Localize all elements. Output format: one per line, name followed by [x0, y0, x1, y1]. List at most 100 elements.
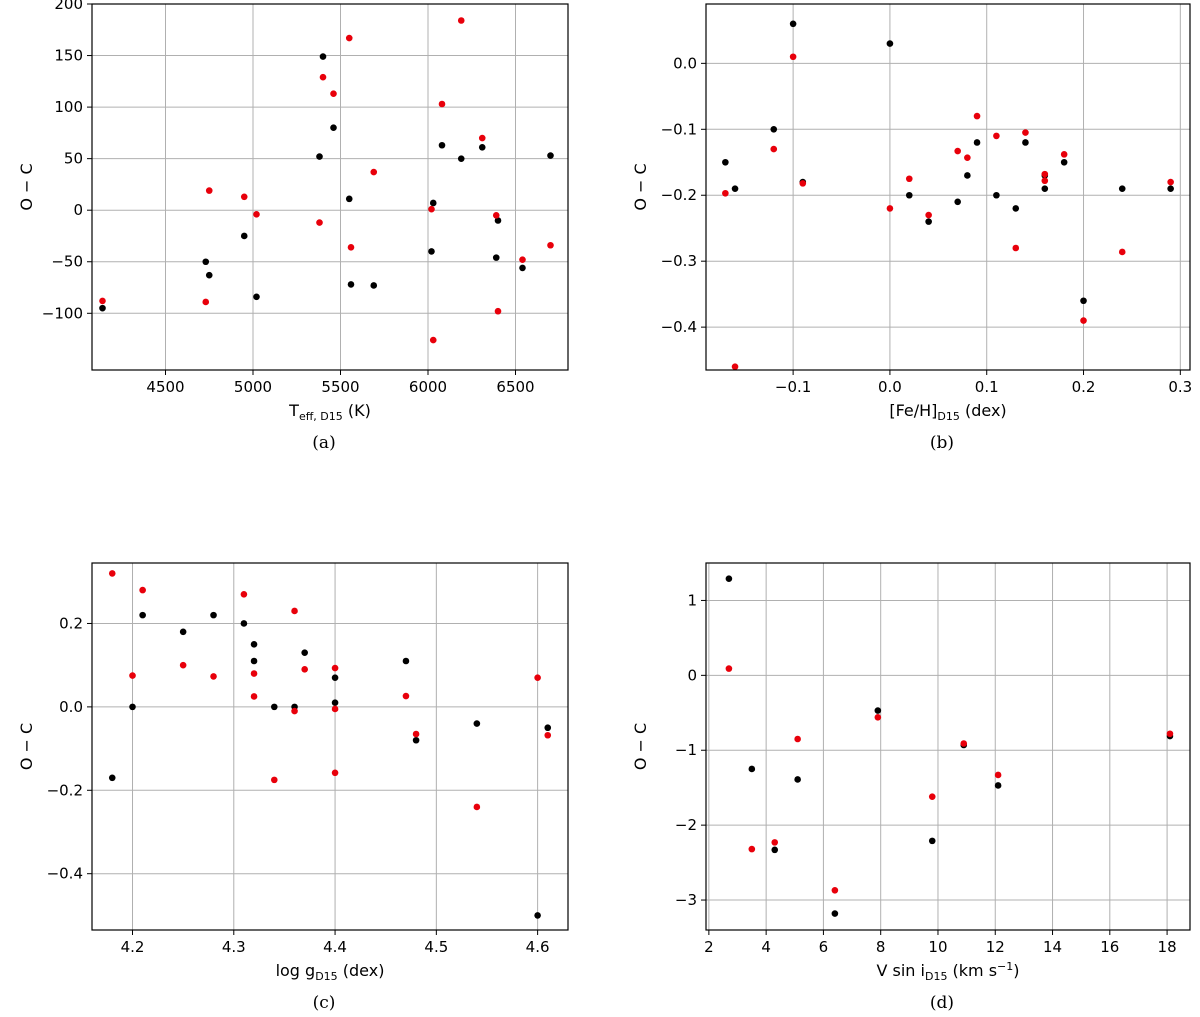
black-data-point [494, 217, 502, 224]
red-data-point [270, 776, 278, 784]
black-data-point [874, 707, 882, 714]
red-data-point [1060, 151, 1068, 158]
black-data-point [250, 641, 258, 648]
red-data-point [905, 175, 913, 183]
red-data-point [1041, 170, 1049, 178]
x-tick-label: 0.3 [1168, 378, 1192, 396]
x-tick-label: 4 [761, 938, 771, 956]
black-data-point [1022, 139, 1029, 146]
y-tick-label: 0.0 [59, 698, 83, 716]
black-data-point [478, 144, 486, 151]
x-axis-label-base: T [288, 401, 299, 420]
black-data-point [831, 910, 839, 917]
red-data-point [1167, 178, 1174, 186]
y-tick-label: 200 [54, 0, 83, 13]
black-data-point [429, 199, 437, 207]
x-tick-label: 14 [1043, 938, 1062, 956]
red-data-point [725, 665, 733, 672]
y-axis-label: O − C [631, 723, 650, 770]
panel-a: 4500 5000 5500 6000 6500 −100 −50 0 50 100 150 200 O… [17, 0, 569, 453]
black-data-point [519, 264, 526, 272]
red-data-point [250, 670, 258, 677]
red-data-point [438, 100, 446, 108]
red-data-point [771, 839, 779, 846]
axes-frame [91, 3, 569, 371]
y-tick-label: −2 [675, 816, 697, 834]
y-tick-label: 50 [64, 150, 83, 168]
red-data-point [874, 713, 882, 721]
x-tick-label: 2 [704, 938, 714, 956]
red-data-point [108, 570, 116, 577]
black-data-point [428, 248, 435, 255]
x-tick-label: 6000 [409, 378, 447, 396]
black-data-point [473, 720, 481, 727]
black-data-point [240, 232, 248, 240]
y-tick-label: 1 [687, 591, 697, 609]
black-data-point [330, 124, 337, 132]
red-data-point [179, 661, 187, 669]
red-data-point [1022, 129, 1029, 136]
red-data-point [429, 336, 437, 344]
x-tick-label: 18 [1158, 938, 1177, 956]
panel-caption: (b) [930, 433, 954, 453]
y-tick-label: 0.2 [59, 614, 83, 632]
x-tick-label: 10 [928, 938, 947, 956]
red-data-point [925, 211, 932, 219]
red-data-point [345, 34, 353, 42]
panel-caption: (c) [313, 993, 336, 1013]
black-data-point [1041, 185, 1049, 192]
x-tick-label: 4.5 [424, 938, 448, 956]
black-data-point [319, 53, 327, 60]
black-data-point [139, 611, 146, 619]
black-data-point [534, 912, 541, 919]
panel-b: −0.1 0.0 0.1 0.2 0.3 −0.4 −0.3 −0.2 −0.1 0.0 O − C… [631, 3, 1192, 453]
red-data-point [1012, 244, 1020, 252]
black-data-point [202, 258, 210, 266]
red-data-point [412, 730, 420, 738]
y-tick-label: 0 [687, 666, 697, 684]
x-tick-label: 4.4 [323, 938, 347, 956]
x-axis-label: [Fe/H]D15 (dex) [889, 401, 1006, 423]
x-axis-label-subscript: D15 [925, 970, 947, 983]
red-data-point [993, 132, 1000, 140]
black-data-point [492, 254, 500, 261]
red-data-point [202, 298, 210, 306]
red-data-point [319, 73, 327, 81]
red-data-point [954, 147, 961, 155]
axes-frame [705, 3, 1191, 371]
red-data-point [960, 740, 968, 747]
black-data-point [1012, 205, 1020, 212]
x-axis-label: log gD15 (dex) [276, 961, 385, 983]
red-data-point [253, 211, 260, 218]
red-data-point [402, 692, 410, 700]
x-axis-label-superscript: −1 [997, 960, 1013, 973]
y-tick-label: 100 [54, 98, 83, 116]
black-data-point [954, 198, 961, 206]
y-tick-label: 0 [73, 201, 83, 219]
black-data-point [725, 575, 733, 583]
x-axis-label-subscript: D15 [937, 410, 959, 423]
y-tick-label: −0.2 [47, 781, 83, 799]
black-data-point [748, 765, 756, 773]
axes-frame [91, 562, 569, 931]
black-data-point [250, 657, 258, 665]
black-data-point [331, 699, 339, 707]
x-tick-label: 6 [819, 938, 829, 956]
red-data-point [799, 180, 807, 187]
red-data-point [250, 693, 258, 700]
red-data-point [1080, 317, 1087, 324]
red-data-point [973, 112, 981, 120]
red-data-point [316, 219, 323, 226]
red-data-point [731, 363, 739, 371]
black-data-point [544, 724, 552, 732]
x-tick-label: 5000 [234, 378, 272, 396]
red-data-point [330, 90, 337, 97]
red-data-point [964, 154, 971, 161]
black-data-point [316, 153, 323, 160]
black-data-point [253, 293, 260, 301]
red-data-point [129, 672, 136, 679]
black-data-point [179, 628, 187, 636]
black-data-point [1118, 185, 1126, 192]
x-axis-label-unit: (dex) [960, 401, 1007, 420]
black-data-point [210, 611, 217, 619]
